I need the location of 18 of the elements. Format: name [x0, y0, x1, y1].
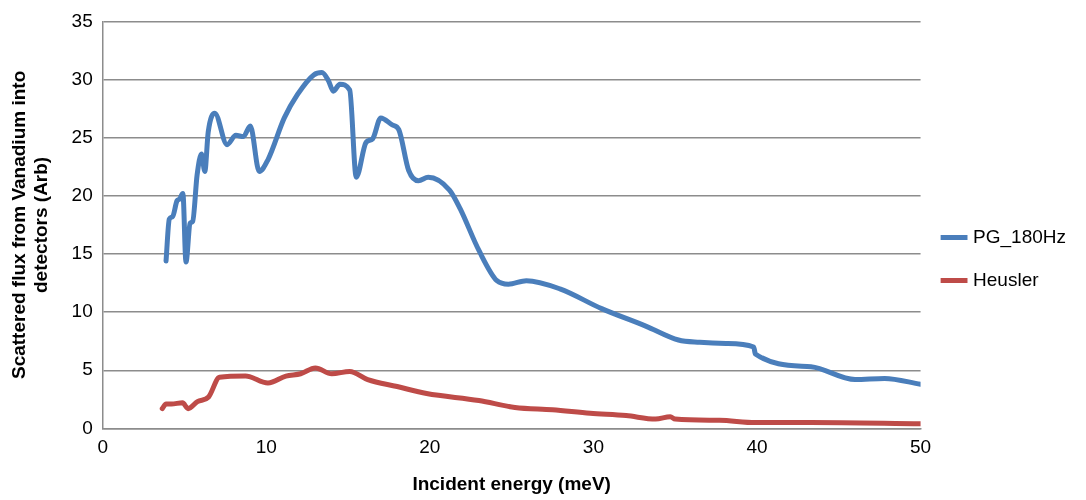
y-tick-label: 30 [71, 67, 93, 89]
y-tick-label: 20 [71, 184, 93, 206]
x-tick-label: 40 [746, 436, 768, 458]
legend-label: Heusler [973, 268, 1040, 290]
y-tick-label: 25 [71, 125, 93, 147]
x-tick-label: 30 [582, 436, 604, 458]
y-axis-title: Scattered flux from Vanadium into detectors (Arb) [7, 70, 52, 380]
x-tick-label: 20 [419, 436, 441, 458]
x-tick-label: 0 [97, 436, 109, 458]
y-tick-label: 35 [71, 9, 93, 31]
y-tick-label: 10 [71, 300, 93, 322]
y-tick-label: 5 [82, 358, 93, 380]
x-axis-title: Incident energy (meV) [412, 472, 611, 494]
legend-label: PG_180Hz [973, 225, 1067, 248]
y-tick-label: 0 [82, 416, 93, 438]
y-tick-label: 15 [71, 242, 93, 264]
x-tick-label: 10 [255, 436, 277, 458]
x-tick-label: 50 [909, 436, 932, 458]
